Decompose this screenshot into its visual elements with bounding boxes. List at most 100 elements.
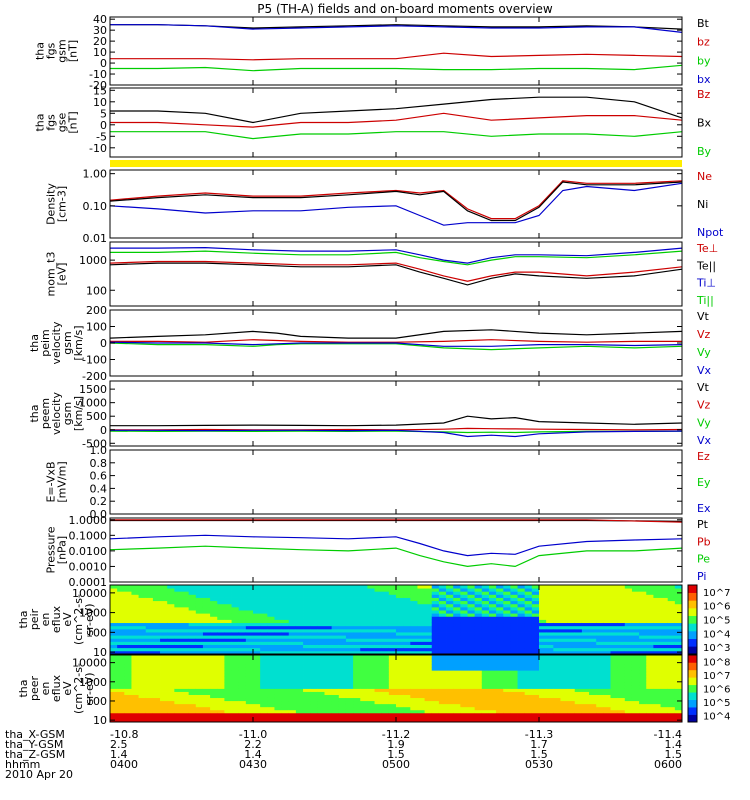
spectrogram-cell	[131, 635, 139, 639]
spectrogram-cell	[617, 632, 626, 636]
spectrogram-cell	[667, 670, 676, 674]
legend-by: by	[697, 54, 711, 67]
spectrogram-cell	[467, 715, 476, 720]
spectrogram-cell	[331, 622, 340, 627]
spectrogram-cell	[431, 594, 440, 598]
spectrogram-cell	[310, 622, 318, 627]
spectrogram-cell	[667, 655, 676, 659]
spectrogram-cell	[217, 694, 225, 699]
spectrogram-cell	[567, 597, 576, 602]
spectrogram-cell	[267, 661, 275, 665]
spectrogram-cell	[174, 697, 182, 702]
spectrogram-cell	[367, 658, 375, 662]
spectrogram-cell	[596, 706, 604, 711]
ephemeris-value: -11.3	[525, 728, 553, 741]
y-tick-label: 1000	[79, 676, 107, 689]
spectrogram-cell	[574, 588, 583, 592]
spectrogram-cell	[596, 650, 604, 655]
spectrogram-cell	[474, 641, 483, 645]
spectrogram-cell	[417, 606, 425, 611]
spectrogram-cell	[581, 622, 590, 627]
spectrogram-cell	[303, 706, 311, 711]
spectrogram-cell	[546, 697, 554, 702]
spectrogram-cell	[617, 703, 626, 708]
spectrogram-cell	[410, 591, 418, 595]
y-axis-label: eflux	[50, 605, 63, 633]
spectrogram-cell	[581, 644, 590, 649]
spectrogram-cell	[288, 673, 297, 677]
spectrogram-cell	[152, 670, 161, 674]
spectrogram-cell	[481, 655, 490, 659]
spectrogram-cell	[310, 628, 318, 633]
spectrogram-cell	[324, 585, 333, 589]
spectrogram-cell	[589, 658, 597, 662]
legend-Vt: Vt	[697, 310, 710, 323]
spectrogram-cell	[503, 610, 511, 614]
spectrogram-cell	[295, 585, 304, 589]
spectrogram-cell	[560, 700, 568, 705]
spectrogram-cell	[467, 644, 476, 649]
spectrogram-cell	[474, 616, 483, 620]
spectrogram-cell	[517, 658, 526, 662]
spectrogram-cell	[546, 635, 554, 639]
spectrogram-cell	[152, 715, 161, 720]
spectrogram-cell	[667, 591, 676, 595]
spectrogram-cell	[167, 613, 175, 617]
spectrogram-cell	[488, 667, 497, 671]
spectrogram-cell	[310, 685, 318, 689]
spectrogram-cell	[631, 685, 640, 689]
spectrogram-cell	[110, 715, 118, 720]
spectrogram-cell	[474, 588, 483, 592]
spectrogram-cell	[410, 655, 418, 659]
spectrogram-cell	[553, 670, 561, 674]
spectrogram-cell	[217, 700, 225, 705]
spectrogram-cell	[417, 658, 425, 662]
spectrogram-cell	[453, 650, 461, 655]
spectrogram-cell	[331, 712, 340, 717]
spectrogram-cell	[274, 691, 282, 695]
spectrogram-cell	[424, 641, 433, 645]
spectrogram-cell	[253, 644, 261, 649]
spectrogram-cell	[646, 667, 654, 671]
spectrogram-cell	[453, 585, 461, 589]
spectrogram-cell	[388, 673, 397, 677]
spectrogram-cell	[653, 603, 661, 608]
spectrogram-cell	[610, 606, 619, 611]
spectrogram-cell	[295, 688, 304, 692]
y-tick-label: 0.0001	[69, 576, 108, 589]
spectrogram-cell	[238, 658, 247, 662]
spectrogram-cell	[367, 641, 375, 645]
spectrogram-cell	[310, 697, 318, 702]
spectrogram-cell	[117, 603, 125, 608]
spectrogram-cell	[417, 616, 425, 620]
spectrogram-cell	[603, 632, 611, 636]
spectrogram-cell	[202, 691, 211, 695]
spectrogram-cell	[539, 650, 547, 655]
spectrogram-cell	[431, 619, 440, 624]
spectrogram-cell	[403, 709, 411, 714]
spectrogram-cell	[410, 603, 418, 608]
spectrogram-cell	[574, 641, 583, 645]
panels: Btbzbybx-20-10010203040thafgsgsm[nT]BzBx…	[17, 13, 730, 727]
spectrogram-cell	[546, 632, 554, 636]
spectrogram-cell	[453, 622, 461, 627]
spectrogram-cell	[217, 591, 225, 595]
y-tick-label: 1.0000	[69, 514, 108, 527]
spectrogram-cell	[517, 603, 526, 608]
ephemeris-label: tha_Z-GSM	[5, 748, 65, 761]
spectrogram-cell	[438, 715, 447, 720]
spectrogram-cell	[631, 661, 640, 665]
spectrogram-cell	[360, 622, 368, 627]
spectrogram-cell	[331, 603, 340, 608]
spectrogram-cell	[510, 658, 518, 662]
spectrogram-cell	[167, 619, 175, 624]
spectrogram-cell	[488, 597, 497, 602]
spectrogram-cell	[110, 679, 118, 683]
spectrogram-cell	[474, 622, 483, 627]
spectrogram-cell	[367, 685, 375, 689]
spectrogram-cell	[603, 585, 611, 589]
spectrogram-cell	[524, 594, 533, 598]
spectrogram-cell	[110, 644, 118, 649]
spectrogram-cell	[245, 709, 254, 714]
spectrogram-cell	[210, 712, 218, 717]
